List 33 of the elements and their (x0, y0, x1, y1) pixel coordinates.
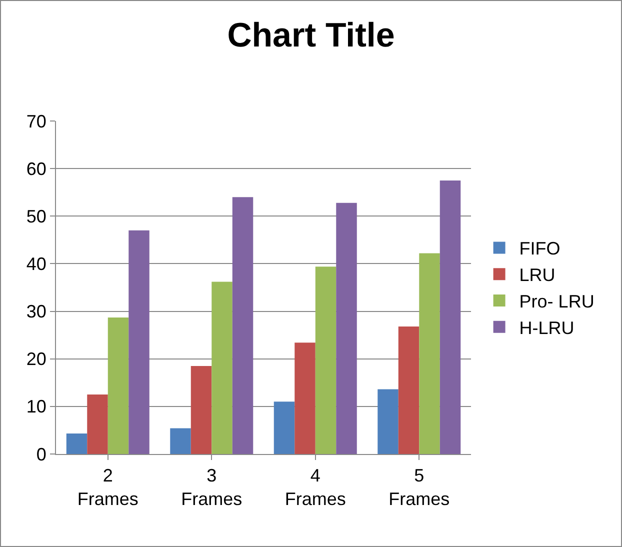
y-tick-label: 50 (26, 206, 46, 226)
x-tick-label: 4 Frames (284, 466, 346, 509)
bar (66, 434, 88, 454)
chart-title: Chart Title (227, 16, 395, 55)
y-tick-label: 10 (26, 396, 46, 417)
bar (232, 197, 254, 454)
legend-label: LRU (519, 265, 556, 286)
legend-label: Pro- LRU (519, 292, 594, 312)
x-tick-label: 2 Frames (77, 466, 138, 509)
bar (212, 282, 232, 454)
y-tick-label: 20 (26, 349, 46, 370)
x-tick-label: 5 Frames (388, 466, 450, 509)
y-tick-label: 60 (26, 158, 46, 179)
bar (87, 394, 108, 454)
bar (128, 230, 150, 454)
y-tick-label: 30 (26, 302, 46, 322)
bar (336, 202, 357, 454)
legend-label: FIFO (519, 238, 560, 259)
bar (170, 428, 191, 454)
x-tick-label: 3 Frames (181, 466, 242, 509)
y-tick-label: 0 (36, 444, 46, 464)
bar (190, 366, 212, 454)
legend-label: H-LRU (519, 318, 574, 338)
bar (440, 180, 461, 454)
bar (294, 342, 316, 454)
bar (274, 402, 295, 454)
bar (108, 317, 129, 454)
y-tick-label: 70 (26, 111, 46, 132)
bar (419, 253, 440, 454)
bar (378, 389, 398, 454)
bar (315, 266, 336, 454)
y-tick-label: 40 (26, 254, 46, 274)
bar (398, 326, 420, 454)
